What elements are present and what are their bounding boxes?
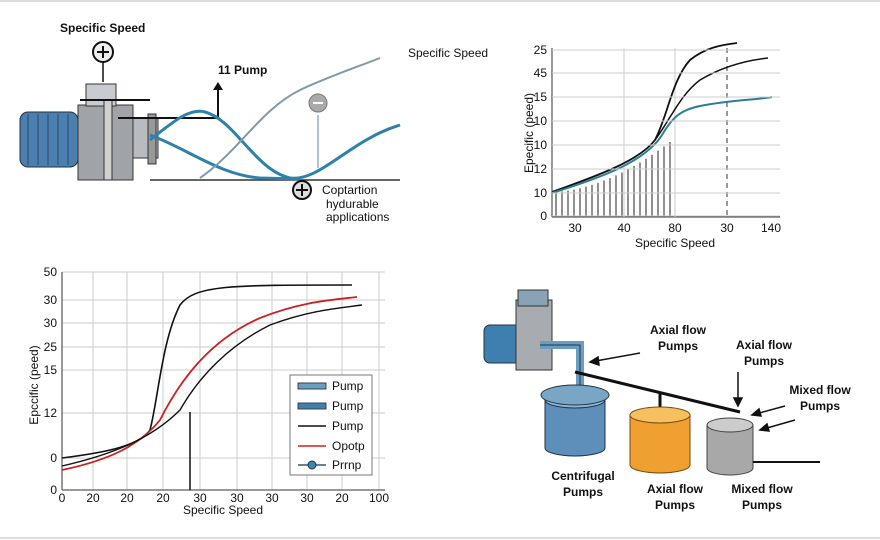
- x-tick-label: 30: [193, 491, 207, 505]
- pump-type-label: Axial flow: [650, 323, 707, 337]
- x-tick-label: 80: [668, 221, 682, 235]
- y-tick-label: 10: [534, 114, 548, 128]
- x-tick-label: 100: [369, 491, 389, 505]
- pump-type-label: Pumps: [563, 485, 603, 499]
- x-tick-label: 20: [86, 491, 100, 505]
- pump-type-label: Centrifugal: [551, 469, 614, 483]
- y-tick-label: 30: [44, 293, 58, 307]
- pump-type-label: Pumps: [655, 498, 695, 512]
- pump-type-label: Axial flow: [647, 482, 704, 496]
- y-axis-label: Epecific (peed): [522, 93, 536, 173]
- y-tick-label: 0: [50, 483, 57, 497]
- x-tick-label: 20: [335, 491, 349, 505]
- x-tick-label: 20: [120, 491, 134, 505]
- pump-label: 11 Pump: [218, 63, 267, 77]
- x-axis-label: Specific Speed: [635, 236, 715, 250]
- x-tick-label: 30: [720, 221, 734, 235]
- pump-illustration: [19, 41, 401, 200]
- y-tick-label: 25: [534, 43, 548, 57]
- x-tick-label: 40: [617, 221, 631, 235]
- y-tick-label: 0: [50, 451, 57, 465]
- x-tick-label: 0: [59, 491, 66, 505]
- x-tick-label: 30: [568, 221, 582, 235]
- x-tick-label: 140: [761, 221, 781, 235]
- pump-type-label: Pumps: [658, 339, 698, 353]
- panel-title: Specific Speed: [60, 21, 145, 35]
- x-tick-label: 30: [300, 491, 314, 505]
- note: hydurable: [326, 197, 379, 211]
- y-tick-label: 15: [44, 363, 58, 377]
- y-tick-label: 10: [534, 186, 548, 200]
- y-tick-label: 45: [534, 66, 548, 80]
- chart-top: [551, 42, 780, 218]
- chart-bottom: [61, 271, 385, 491]
- legend-label: Prrnp: [332, 458, 362, 472]
- y-tick-label: 25: [44, 340, 58, 354]
- x-tick-label: 30: [230, 491, 244, 505]
- x-tick-label: 30: [265, 491, 279, 505]
- pump-type-label: Mixed flow: [731, 482, 793, 496]
- y-tick-label: 30: [44, 316, 58, 330]
- legend-label: Opotp: [332, 439, 365, 453]
- curve-label: Specific Speed: [408, 46, 488, 60]
- y-tick-label: 0: [540, 209, 547, 223]
- legend-label: Pump: [332, 399, 364, 413]
- x-tick-label: 20: [156, 491, 170, 505]
- pump-types-illustration: [483, 289, 820, 476]
- x-axis-label: Specific Speed: [183, 503, 263, 517]
- note: applications: [326, 210, 389, 224]
- legend-label: Pump: [332, 419, 364, 433]
- y-tick-label: 10: [534, 138, 548, 152]
- note: Coptartion: [322, 183, 377, 197]
- pump-type-label: Pumps: [800, 399, 840, 413]
- pump-type-label: Pumps: [744, 354, 784, 368]
- y-tick-label: 50: [44, 265, 58, 279]
- pump-type-label: Mixed flow: [789, 383, 851, 397]
- y-axis-label: Epccific (peed): [27, 345, 41, 424]
- y-tick-label: 12: [534, 162, 548, 176]
- legend-label: Pump: [332, 379, 364, 393]
- y-tick-label: 12: [44, 406, 58, 420]
- pump-type-label: Axial flow: [736, 338, 793, 352]
- y-tick-label: 15: [534, 90, 548, 104]
- pump-type-label: Pumps: [742, 498, 782, 512]
